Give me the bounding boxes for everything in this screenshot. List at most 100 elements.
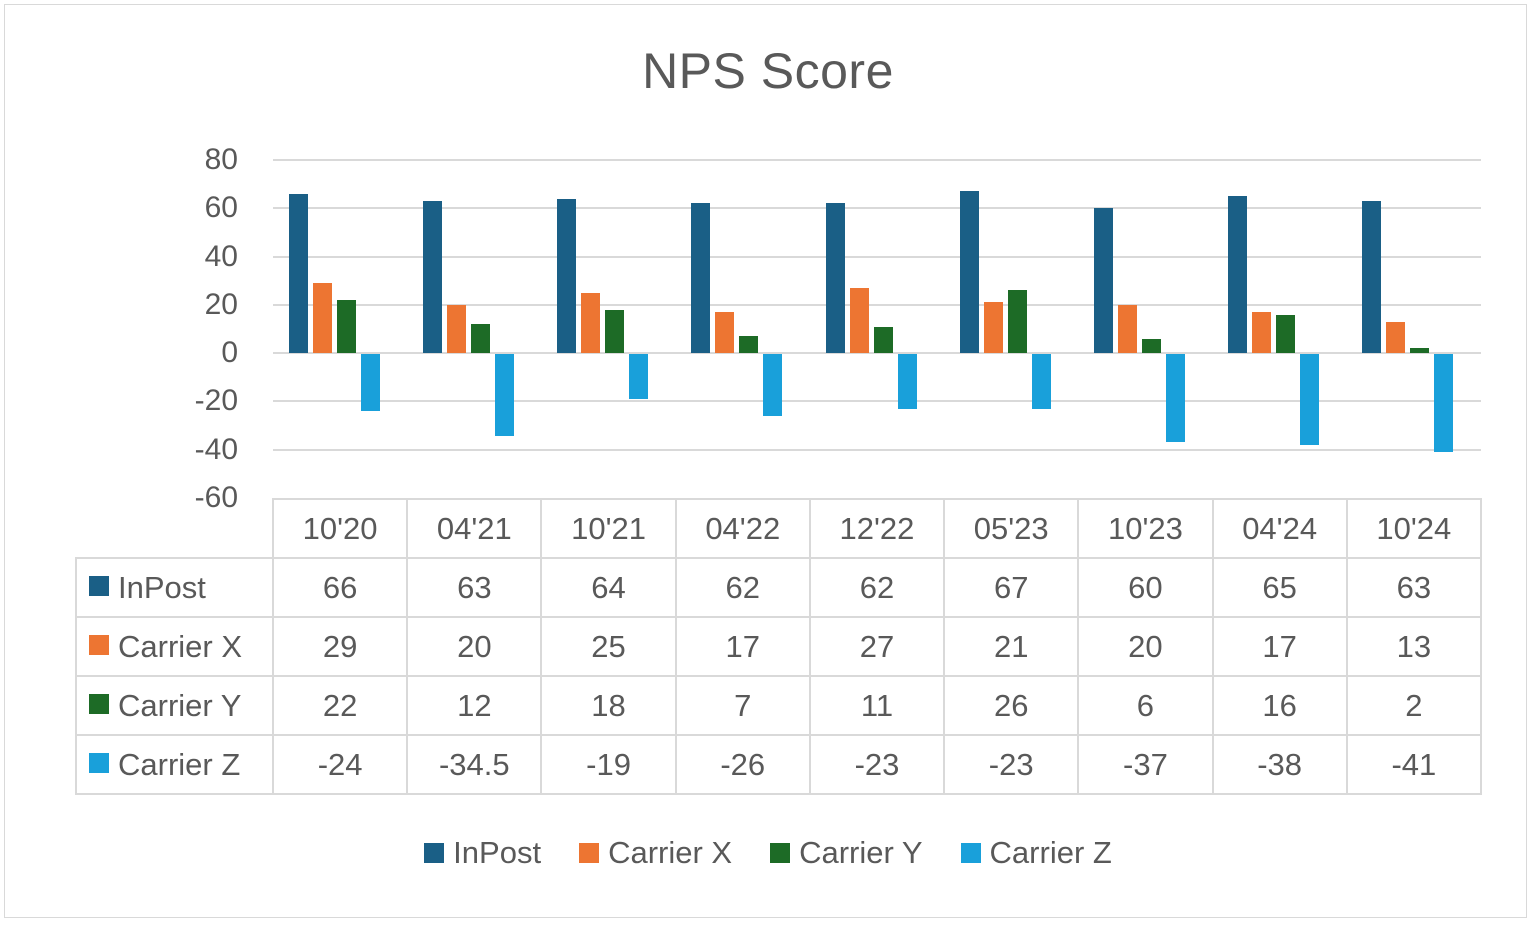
table-cell: 62	[808, 557, 946, 618]
table-category-header: 04'21	[406, 498, 543, 559]
table-series-label: Carrier Y	[75, 675, 274, 736]
table-cell: 17	[1211, 616, 1348, 677]
table-cell: -41	[1345, 734, 1482, 795]
y-tick-label: 20	[204, 287, 238, 321]
legend-label: Carrier Y	[799, 835, 923, 870]
table-row: Carrier Z -24 -34.5 -19 -26 -23 -23 -37 -38 -41	[75, 734, 1482, 795]
bar-inpost-5	[959, 191, 979, 354]
table-cell: 27	[808, 616, 946, 677]
table-cell: 65	[1211, 557, 1348, 618]
legend-label: Carrier X	[608, 835, 733, 870]
bar-carrier-z-8	[1434, 354, 1454, 453]
bar-inpost-8	[1362, 201, 1382, 354]
bar-carrier-z-7	[1300, 354, 1320, 445]
bar-carrier-x-5	[983, 302, 1003, 354]
table-cell: 11	[808, 675, 946, 736]
table-cell: 62	[674, 557, 811, 618]
bar-carrier-x-6	[1117, 304, 1137, 354]
table-row: InPost 66 63 64 62 62 67 60 65 63	[75, 557, 1482, 618]
table-cell: 20	[406, 616, 543, 677]
table-cell: 64	[540, 557, 677, 618]
table-cell: -23	[808, 734, 946, 795]
legend-label: InPost	[453, 835, 542, 870]
table-cell: -38	[1211, 734, 1348, 795]
bar-carrier-y-7	[1276, 314, 1296, 354]
y-tick-label: 60	[204, 191, 238, 225]
table-cell: -26	[674, 734, 811, 795]
bar-inpost-4	[825, 203, 845, 354]
y-tick-label: 80	[204, 143, 238, 176]
table-category-header: 10'23	[1077, 498, 1214, 559]
bar-carrier-y-0	[336, 300, 356, 354]
zero-axis-line	[273, 352, 1481, 355]
table-cell: 67	[943, 557, 1080, 618]
table-cell: 17	[674, 616, 811, 677]
table-cell: 66	[271, 557, 409, 618]
table-cell: 16	[1211, 675, 1348, 736]
table-cell: -23	[943, 734, 1080, 795]
series-name: Carrier Z	[118, 746, 241, 782]
table-cell: 60	[1077, 557, 1214, 618]
bar-carrier-y-6	[1141, 338, 1161, 354]
table-category-header: 04'22	[674, 498, 811, 559]
bar-carrier-x-8	[1386, 321, 1406, 354]
legend: InPost Carrier X Carrier Y Carrier Z	[0, 835, 1536, 871]
bar-carrier-z-4	[897, 354, 917, 409]
legend-swatch-icon	[424, 843, 445, 863]
legend-swatch-icon	[960, 843, 981, 863]
table-cell: 20	[1077, 616, 1214, 677]
bar-carrier-y-8	[1410, 348, 1430, 354]
bar-carrier-z-1	[494, 354, 514, 437]
legend-key-icon	[89, 576, 109, 597]
gridline	[273, 400, 1481, 403]
legend-swatch-icon	[579, 843, 600, 863]
series-name: Carrier X	[118, 628, 243, 664]
legend-key-icon	[89, 753, 109, 774]
legend-item-inpost: InPost	[424, 835, 541, 871]
bar-carrier-y-3	[739, 336, 759, 354]
table-cell: 7	[674, 675, 811, 736]
table-cell: 6	[1077, 675, 1214, 736]
series-name: Carrier Y	[118, 687, 242, 723]
table-series-label: Carrier X	[75, 616, 274, 677]
bar-carrier-z-2	[629, 354, 649, 399]
bar-carrier-y-2	[605, 309, 625, 354]
bar-carrier-z-6	[1165, 354, 1185, 443]
bar-inpost-3	[691, 203, 711, 354]
gridline	[273, 207, 1481, 210]
table-cell: 25	[540, 616, 677, 677]
legend-key-icon	[89, 694, 109, 715]
bar-carrier-x-0	[312, 283, 332, 354]
table-series-label: InPost	[75, 557, 274, 618]
legend-key-icon	[89, 635, 109, 656]
table-cell: 26	[943, 675, 1080, 736]
table-cell: 21	[943, 616, 1080, 677]
bar-carrier-x-7	[1252, 312, 1272, 354]
gridline	[273, 303, 1481, 306]
bar-carrier-z-0	[360, 354, 380, 412]
table-cell: -37	[1077, 734, 1214, 795]
y-tick-label: -40	[194, 432, 238, 466]
gridline	[273, 255, 1481, 258]
chart-title: NPS Score	[642, 43, 894, 99]
bar-carrier-x-3	[715, 312, 735, 354]
table-cell: 12	[406, 675, 543, 736]
table-cell: 29	[271, 616, 409, 677]
bar-inpost-1	[422, 201, 442, 354]
bar-carrier-z-3	[763, 354, 783, 416]
table-cell: 22	[271, 675, 409, 736]
bar-carrier-x-2	[581, 292, 601, 354]
bar-carrier-x-1	[446, 304, 466, 354]
table-category-header: 05'23	[943, 498, 1080, 559]
table-cell: 13	[1345, 616, 1482, 677]
series-name: InPost	[118, 569, 206, 605]
gridline	[273, 159, 1481, 161]
chart-frame	[4, 4, 1527, 918]
bar-inpost-6	[1093, 208, 1113, 354]
table-category-header: 10'21	[540, 498, 677, 559]
table-corner	[76, 499, 274, 559]
bar-carrier-y-4	[873, 326, 893, 354]
table-category-header: 12'22	[808, 498, 946, 559]
table-category-header: 04'24	[1211, 498, 1348, 559]
